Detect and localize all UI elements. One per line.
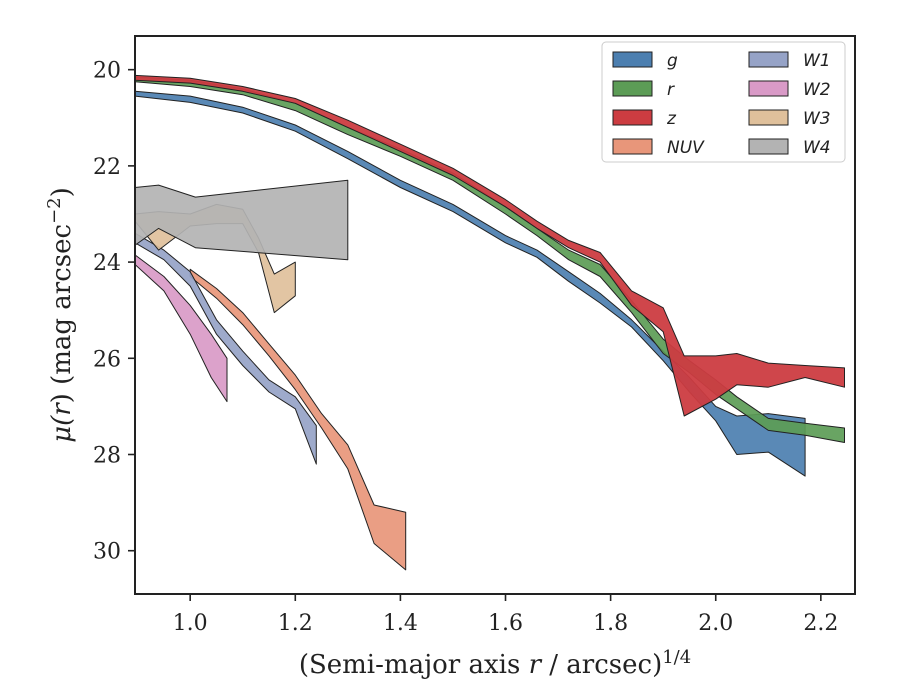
y-tick-label: 22 xyxy=(93,155,121,180)
legend-swatch-w1 xyxy=(748,51,789,68)
legend-swatch-g xyxy=(612,51,653,68)
legend-label-z: z xyxy=(666,109,677,129)
y-tick-label: 26 xyxy=(93,347,121,372)
legend-label-w1: W1 xyxy=(803,51,831,71)
x-tick-label: 2.0 xyxy=(698,611,733,636)
legend: grz NUV W1 W2 W3 W4 xyxy=(601,41,846,163)
band-w4 xyxy=(135,179,349,261)
band-w2 xyxy=(135,254,228,403)
x-tick-label: 1.4 xyxy=(383,611,418,636)
legend-label-w3: W3 xyxy=(803,109,831,129)
legend-label-w2: W2 xyxy=(803,80,831,100)
x-tick-label: 2.2 xyxy=(803,611,838,636)
legend-box xyxy=(601,41,846,163)
x-tick-label: 1.8 xyxy=(593,611,628,636)
profile-bands xyxy=(135,74,845,571)
legend-label-w4: W4 xyxy=(803,138,831,158)
y-tick-label: 30 xyxy=(93,540,121,565)
y-tick-label: 24 xyxy=(93,251,121,276)
x-axis-ticks: 1.0 1.2 1.4 1.6 1.8 2.0 2.2 xyxy=(173,594,838,636)
legend-label-r: r xyxy=(667,80,675,100)
band-nuv xyxy=(189,268,407,571)
y-axis-label: μ(r) (mag arcsec−2) xyxy=(44,187,77,443)
legend-swatch-nuv xyxy=(612,138,653,155)
legend-swatch-z xyxy=(612,109,653,126)
x-tick-label: 1.0 xyxy=(173,611,208,636)
legend-swatch-r xyxy=(612,80,653,97)
x-tick-label: 1.6 xyxy=(488,611,523,636)
band-z xyxy=(135,74,845,417)
legend-swatch-w2 xyxy=(748,80,789,97)
x-axis-label: (Semi-major axis r / arcsec)1/4 xyxy=(299,647,691,680)
legend-swatch-w3 xyxy=(748,109,789,126)
band-g xyxy=(135,90,806,477)
legend-label-g: g xyxy=(667,51,678,71)
band-w1 xyxy=(135,232,317,465)
y-axis-ticks: 20 22 24 26 28 30 xyxy=(93,59,135,565)
y-tick-label: 20 xyxy=(93,59,121,84)
y-tick-label: 28 xyxy=(93,444,121,469)
legend-label-nuv: NUV xyxy=(667,138,705,158)
legend-swatch-w4 xyxy=(748,138,789,155)
plot-frame xyxy=(134,35,856,595)
x-tick-label: 1.2 xyxy=(278,611,313,636)
